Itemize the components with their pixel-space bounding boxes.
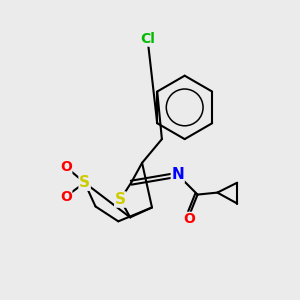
Text: Cl: Cl <box>141 32 155 46</box>
Text: S: S <box>115 192 126 207</box>
Text: N: N <box>171 167 184 182</box>
Text: O: O <box>184 212 196 226</box>
Text: O: O <box>60 160 72 174</box>
Text: O: O <box>60 190 72 204</box>
Text: S: S <box>79 175 90 190</box>
